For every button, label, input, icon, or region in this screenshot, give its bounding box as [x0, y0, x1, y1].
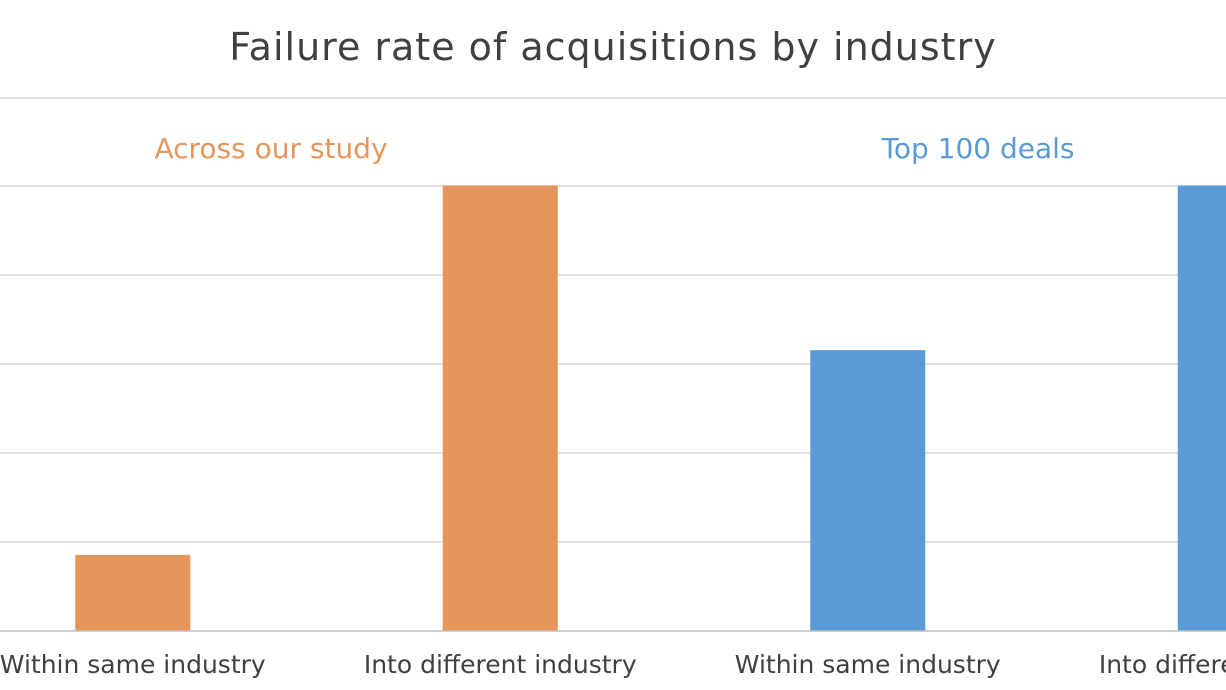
x-tick-label: Within same industry	[0, 650, 266, 679]
group-label-top-100-deals: Top 100 deals	[880, 132, 1074, 165]
x-tick-label: Into different industry	[1099, 650, 1226, 679]
bar-4	[1177, 185, 1226, 632]
bars	[75, 185, 1226, 632]
x-tick-label: Into different industry	[364, 650, 637, 679]
chart-title: Failure rate of acquisitions by industry	[229, 25, 996, 69]
group-label-across-our-study: Across our study	[154, 132, 387, 165]
gridlines	[0, 185, 1226, 543]
x-tick-labels: Within same industry Into different indus…	[0, 650, 1226, 679]
bar-2	[442, 185, 558, 632]
x-tick-label: Within same industry	[735, 650, 1001, 679]
bar-3	[810, 350, 926, 632]
bar-1	[75, 554, 191, 632]
